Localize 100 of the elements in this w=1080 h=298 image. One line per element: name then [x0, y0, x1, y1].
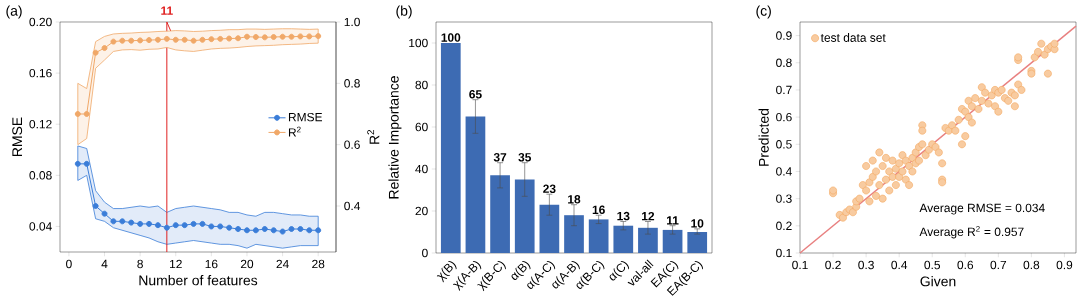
x-tick-label: 0.7	[990, 260, 1007, 270]
y-tick-label: 0.20	[29, 17, 52, 27]
point	[306, 227, 313, 234]
point	[226, 224, 233, 231]
bar	[613, 225, 634, 253]
point	[217, 35, 224, 42]
point	[92, 49, 99, 56]
point	[243, 33, 250, 40]
y-tick-label: 0.12	[29, 119, 52, 129]
data-label: 13	[617, 211, 630, 221]
x-tick-label: 0.2	[825, 260, 841, 270]
chart-title: (b)	[396, 5, 412, 19]
data-label: 10	[691, 219, 704, 228]
y-tick-label: 0.8	[776, 58, 792, 67]
y-tick-label: 80	[415, 80, 428, 90]
data-label: 18	[568, 195, 581, 204]
point	[297, 33, 304, 40]
x-tick-label: 20	[240, 259, 254, 269]
bar	[539, 204, 560, 253]
y-tick-label: 0.4	[776, 167, 792, 176]
point	[146, 37, 153, 44]
y-tick-label: 0.16	[29, 68, 52, 78]
data-label: 37	[493, 153, 507, 162]
x-tick-label: 8	[137, 259, 143, 269]
point	[172, 222, 179, 229]
y-tick-label: 0.7	[776, 85, 792, 95]
x-tick-label: 16	[205, 259, 218, 269]
point	[261, 34, 268, 41]
point	[243, 227, 250, 234]
point	[110, 218, 117, 225]
point	[270, 34, 277, 41]
x-tick-label: 0.3	[858, 260, 874, 270]
point	[137, 37, 144, 44]
x-tick-label: 0.6	[957, 260, 974, 270]
point	[208, 223, 215, 230]
data-label: 11	[667, 216, 679, 225]
point	[235, 226, 242, 232]
bar	[588, 219, 609, 253]
x-tick-label: 0.8	[1023, 260, 1040, 270]
y2-tick-label: 0.6	[344, 140, 360, 149]
y-tick-label: 0.08	[29, 171, 52, 180]
point	[252, 227, 259, 234]
data-label: 65	[469, 90, 482, 99]
point	[92, 203, 99, 209]
y-tick-label: 0	[422, 248, 428, 258]
bar	[662, 229, 683, 253]
point	[235, 35, 242, 42]
x-tick-label: 0	[66, 259, 72, 269]
legend-label: test data set	[820, 33, 886, 42]
x-axis-title: Given	[920, 276, 956, 287]
y-tick-label: 0.3	[776, 194, 792, 203]
data-label: 23	[543, 184, 556, 194]
x-tick-label: 28	[312, 259, 325, 269]
y-tick-label: 0.2	[776, 221, 792, 231]
point	[154, 222, 161, 229]
y2-tick-label: 1.0	[344, 17, 360, 27]
point	[128, 37, 135, 44]
point	[315, 227, 322, 234]
point	[146, 220, 153, 227]
point	[217, 223, 224, 230]
point	[154, 36, 161, 43]
annotation: Average RMSE = 0.034	[919, 203, 1045, 215]
y2-tick-label: 0.8	[344, 79, 360, 88]
y2-tick-label: 0.4	[344, 201, 361, 211]
point	[110, 38, 117, 45]
point	[199, 220, 206, 227]
y-tick-label: 0.5	[776, 140, 792, 149]
point	[163, 224, 170, 231]
point	[163, 35, 170, 42]
point	[306, 33, 313, 40]
point	[279, 228, 286, 235]
point	[288, 226, 295, 232]
point	[199, 36, 206, 43]
y-tick-label: 20	[415, 206, 428, 216]
x-tick-label: 24	[276, 259, 289, 269]
bar	[514, 179, 535, 253]
y-axis-title: Relative Importance	[388, 76, 402, 199]
point	[297, 226, 304, 232]
x-axis-title: Number of features	[139, 275, 258, 286]
x-tick-label: 0.1	[792, 260, 808, 270]
legend-label: RMSE	[288, 112, 323, 122]
data-label: 35	[518, 153, 532, 162]
ref-line-label: 11	[161, 6, 173, 15]
point	[101, 45, 108, 52]
x-tick-label: 4	[101, 259, 108, 268]
y-tick-label: 100	[409, 38, 428, 48]
chart-title: (c)	[756, 5, 771, 19]
y-axis-title: RMSE	[12, 117, 23, 157]
point	[83, 160, 90, 167]
bar	[490, 175, 510, 253]
point	[252, 34, 259, 41]
data-label: 12	[642, 211, 655, 221]
point	[181, 222, 188, 229]
x-tick-label: 0.9	[1056, 260, 1073, 270]
y-tick-label: 0.04	[29, 222, 52, 231]
x-tick-label: α(C)	[609, 261, 630, 281]
x-tick-label: 0.4	[891, 260, 908, 270]
y-tick-label: 40	[415, 164, 428, 174]
point	[279, 33, 286, 40]
point	[119, 218, 126, 225]
